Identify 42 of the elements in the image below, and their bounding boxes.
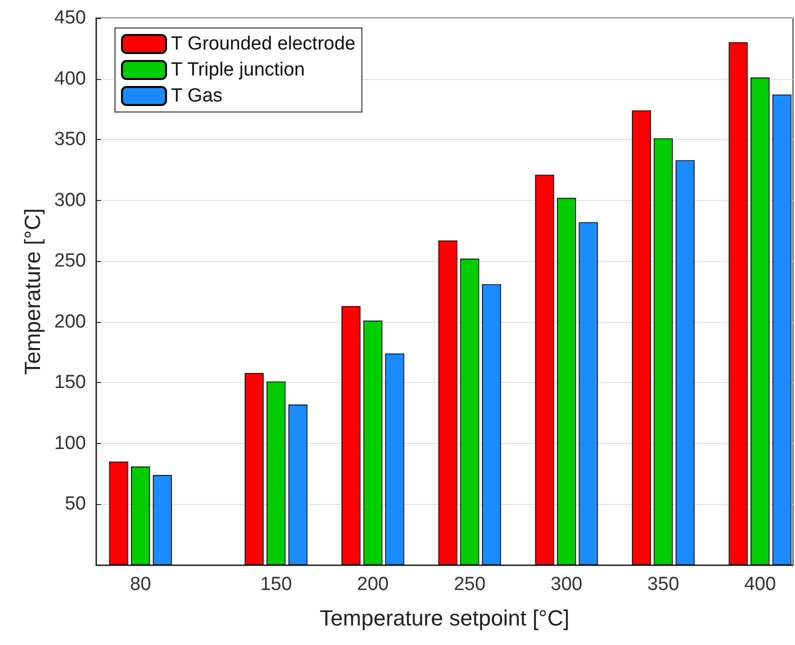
y-tick-label: 350 <box>54 129 86 150</box>
x-tick-label: 400 <box>744 574 776 595</box>
bar <box>438 240 458 565</box>
y-tick-label: 400 <box>54 68 86 90</box>
bar <box>363 320 382 565</box>
bar <box>288 404 308 565</box>
y-tick-label: 250 <box>54 250 86 272</box>
bar <box>654 138 673 565</box>
bar <box>535 174 554 565</box>
y-tick-label: 150 <box>54 372 86 394</box>
x-tick-label: 200 <box>357 574 389 595</box>
y-tick-label: 300 <box>54 190 86 211</box>
bar <box>750 78 770 565</box>
x-axis-title: Temperature setpoint [°C] <box>320 606 570 630</box>
bar <box>131 466 150 565</box>
y-tick-label: 50 <box>64 494 86 515</box>
y-axis-title: Temperature [°C] <box>20 208 45 375</box>
bar <box>772 94 792 565</box>
bar <box>244 372 264 565</box>
y-tick-label: 100 <box>54 432 86 454</box>
x-tick-label: 150 <box>260 574 292 595</box>
bar <box>632 110 651 565</box>
bar <box>578 222 598 565</box>
y-tick-label: 200 <box>54 311 86 332</box>
legend-label: T Triple junction <box>171 60 305 80</box>
bar <box>152 475 172 565</box>
bar <box>385 353 404 565</box>
bar <box>482 284 502 565</box>
bar <box>556 198 576 565</box>
x-tick-label: 350 <box>647 574 680 595</box>
bar <box>266 381 286 565</box>
y-tick-label: 450 <box>54 8 86 28</box>
x-tick-label: 250 <box>454 574 486 595</box>
bar <box>342 306 361 565</box>
bar <box>460 258 480 565</box>
bar <box>109 462 128 565</box>
x-tick-label: 80 <box>130 574 152 595</box>
bar <box>676 160 695 565</box>
x-tick-label: 300 <box>550 574 582 595</box>
legend-label: T Grounded electrode <box>171 34 356 54</box>
legend-label: T Gas <box>171 86 222 106</box>
bar <box>728 42 748 565</box>
